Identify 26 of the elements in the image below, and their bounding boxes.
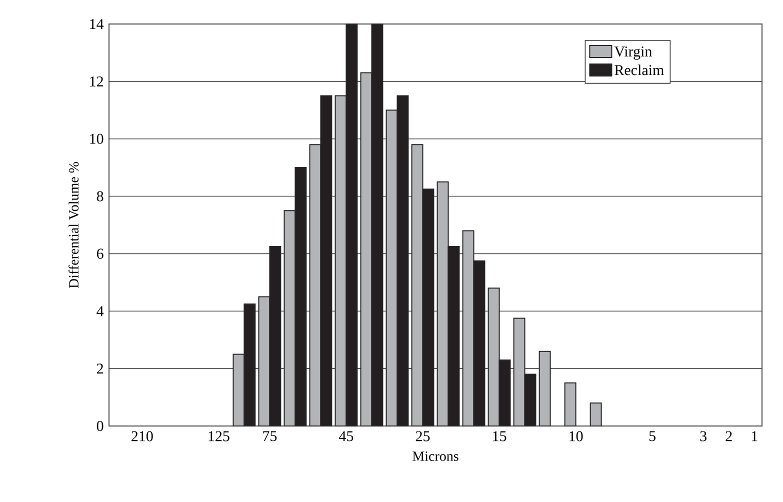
y-tick-label: 4 [96, 306, 104, 316]
x-tick-label: 5 [649, 431, 656, 442]
y-tick-label: 2 [96, 364, 103, 374]
legend-label: Reclaim [614, 64, 664, 76]
x-tick-label: 125 [208, 431, 230, 442]
x-tick-label: 3 [700, 431, 706, 442]
bar [590, 402, 602, 426]
x-tick-label: 1 [752, 431, 758, 442]
y-tick-label: 10 [90, 134, 104, 144]
y-tick-label: 8 [96, 191, 104, 202]
y-tick-label: 14 [90, 19, 104, 29]
x-tick-label: 25 [416, 431, 430, 442]
x-tick-label: 210 [132, 431, 153, 442]
bar [538, 350, 551, 426]
x-tick-label: 15 [493, 431, 506, 442]
y-tick-label: 0 [96, 420, 104, 432]
y-tick-label: 6 [96, 248, 104, 259]
legend-label: Virgin [614, 46, 652, 60]
x-tick-label: 45 [339, 431, 354, 442]
x-tick-label: 75 [263, 431, 277, 442]
y-tick-label: 12 [90, 76, 103, 86]
x-axis-title: Microns [412, 452, 458, 461]
x-tick-label: 2 [726, 431, 732, 442]
y-axis-title: Differential Volume % [68, 162, 79, 288]
bar [564, 382, 576, 426]
x-tick-label: 10 [570, 431, 583, 442]
